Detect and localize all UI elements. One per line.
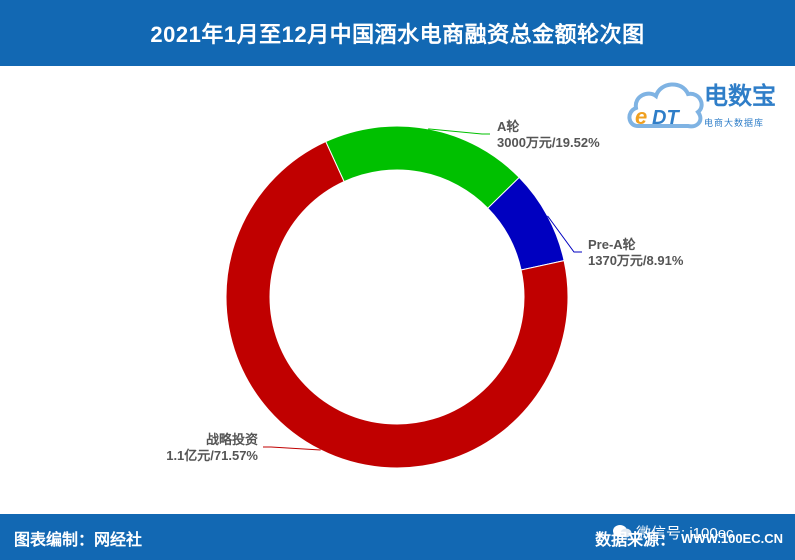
slice-label-value-1: 3000万元/19.52% [497, 135, 600, 150]
slice-label-value-3: 1.1亿元/71.57% [166, 448, 258, 463]
edt-logo: e DT 电数宝 电商大数据库 [626, 72, 791, 142]
svg-text:e: e [635, 104, 647, 129]
footer: 图表编制：网经社 微信号: i100ec 数据来源： WWW.100EC.CN [0, 514, 795, 560]
chart-area: A轮 3000万元/19.52% Pre-A轮 1370万元/8.91% 战略投资 1.1… [0, 66, 795, 514]
cloud-logo-icon: e DT [627, 82, 704, 129]
source-label: 数据来源： [595, 532, 676, 549]
source-value: WWW.100EC.CN [681, 530, 783, 546]
chart-title: 2021年1月至12月中国酒水电商融资总金额轮次图 [150, 22, 645, 47]
chart-header: 2021年1月至12月中国酒水电商融资总金额轮次图 [0, 0, 795, 66]
leader-line-3 [263, 446, 321, 451]
donut-slice-3 [225, 140, 569, 469]
slice-label-name-1: A轮 [497, 119, 519, 134]
wechat-watermark: 微信号: i100ec [612, 522, 734, 543]
donut-slice-1 [325, 125, 520, 209]
logo-name: 电数宝 [704, 83, 776, 110]
footer-source: 数据来源： WWW.100EC.CN [595, 526, 783, 550]
svg-text:DT: DT [652, 107, 680, 129]
leader-line-1 [428, 128, 490, 135]
slice-label-name-2: Pre-A轮 [588, 237, 636, 252]
wechat-icon [612, 523, 632, 543]
slice-label-name-3: 战略投资 [206, 432, 258, 447]
wechat-id: 微信号: i100ec [636, 525, 734, 542]
footer-editor: 图表编制：网经社 [14, 532, 143, 549]
slice-label-value-2: 1370万元/8.91% [588, 253, 684, 268]
logo-subtitle: 电商大数据库 [704, 118, 765, 128]
leader-line-2 [547, 215, 582, 253]
